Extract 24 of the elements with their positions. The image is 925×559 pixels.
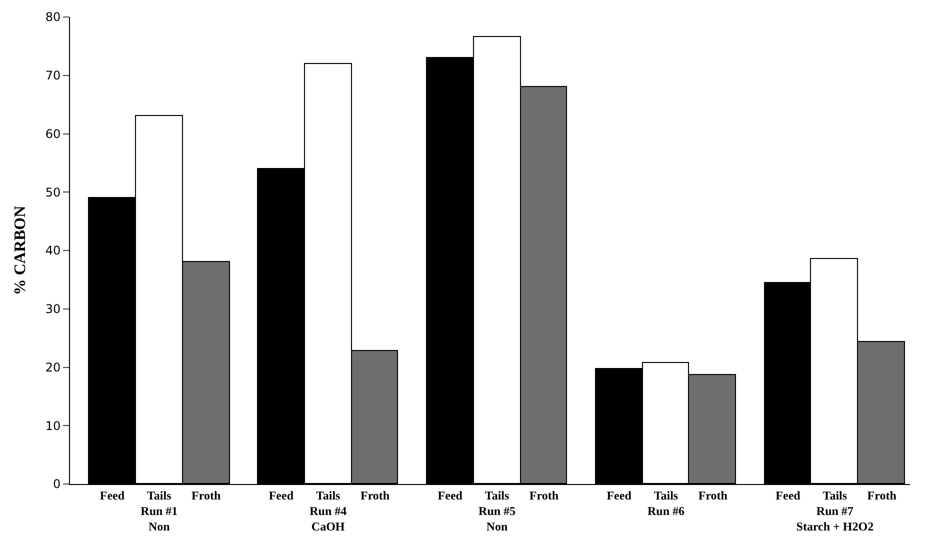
x-tick-label: Froth: [192, 488, 221, 502]
x-tick-label: Feed: [438, 488, 463, 502]
y-tick-label: 60: [45, 126, 61, 141]
x-tick-label: Tails Run #1 Non: [140, 488, 178, 534]
y-tick-label: 50: [45, 185, 61, 200]
x-tick-label: Tails Run #4 CaOH: [310, 488, 347, 534]
x-tick-label: Feed: [268, 488, 294, 502]
x-tick-label: Tails Run #6: [647, 488, 684, 518]
x-tick-label: Tails Run #5 Non: [478, 488, 516, 534]
y-tick-label: 10: [45, 418, 61, 433]
x-tick-label: Froth: [867, 488, 897, 502]
x-tick-label: Feed: [606, 488, 632, 502]
y-tick-label: 70: [45, 68, 61, 83]
y-tick-label: 20: [45, 360, 61, 374]
y-axis-title: % CARBON: [12, 205, 30, 296]
y-tick-label: 0: [52, 477, 61, 492]
y-tick-label: 80: [45, 10, 61, 24]
x-tick-label: Feed: [776, 488, 801, 502]
y-tick-label: 40: [45, 244, 61, 258]
y-tick-label: 30: [45, 302, 61, 316]
x-tick-label: Froth: [529, 488, 559, 502]
x-tick-label: Feed: [100, 488, 125, 502]
x-tick-label: Froth: [698, 488, 728, 502]
x-tick-label: Froth: [360, 488, 390, 502]
